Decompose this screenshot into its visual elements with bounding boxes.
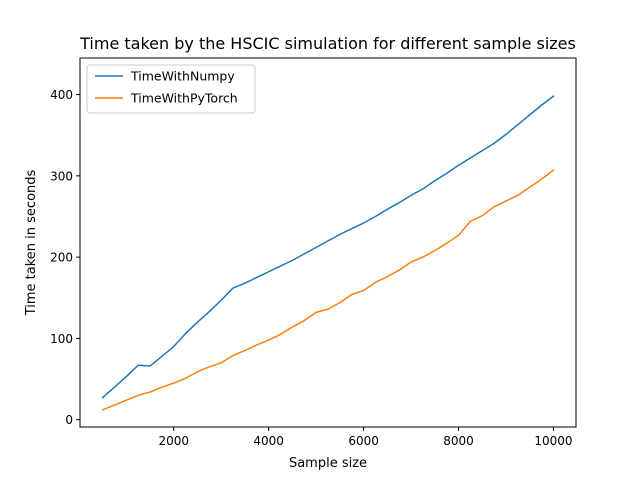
plot-area-frame <box>79 57 577 428</box>
series-line-2 <box>101 169 555 411</box>
y-tick-label: 200 <box>50 251 73 265</box>
legend-box <box>86 64 256 114</box>
y-axis-label: Time taken in seconds <box>24 169 39 316</box>
x-tick-label: 4000 <box>253 434 284 448</box>
legend-label-numpy: TimeWithNumpy <box>130 69 235 84</box>
y-axis-ticks: 0 100 200 300 400 <box>50 88 80 427</box>
y-tick-label: 400 <box>50 88 73 102</box>
x-tick-label: 2000 <box>158 434 189 448</box>
series-line-1 <box>101 95 555 399</box>
x-axis-ticks: 2000 4000 6000 8000 10000 <box>158 427 573 448</box>
x-tick-label: 10000 <box>534 434 572 448</box>
legend: TimeWithNumpy TimeWithPyTorch <box>86 64 256 114</box>
legend-label-pytorch: TimeWithPyTorch <box>130 91 238 106</box>
y-tick-label: 300 <box>50 169 73 183</box>
chart-title: Time taken by the HSCIC simulation for d… <box>79 34 576 53</box>
y-tick-label: 100 <box>50 332 73 346</box>
x-tick-label: 6000 <box>348 434 379 448</box>
x-axis-label: Sample size <box>289 456 367 471</box>
series-layer <box>101 95 555 411</box>
y-tick-label: 0 <box>65 413 73 427</box>
x-tick-label: 8000 <box>443 434 474 448</box>
